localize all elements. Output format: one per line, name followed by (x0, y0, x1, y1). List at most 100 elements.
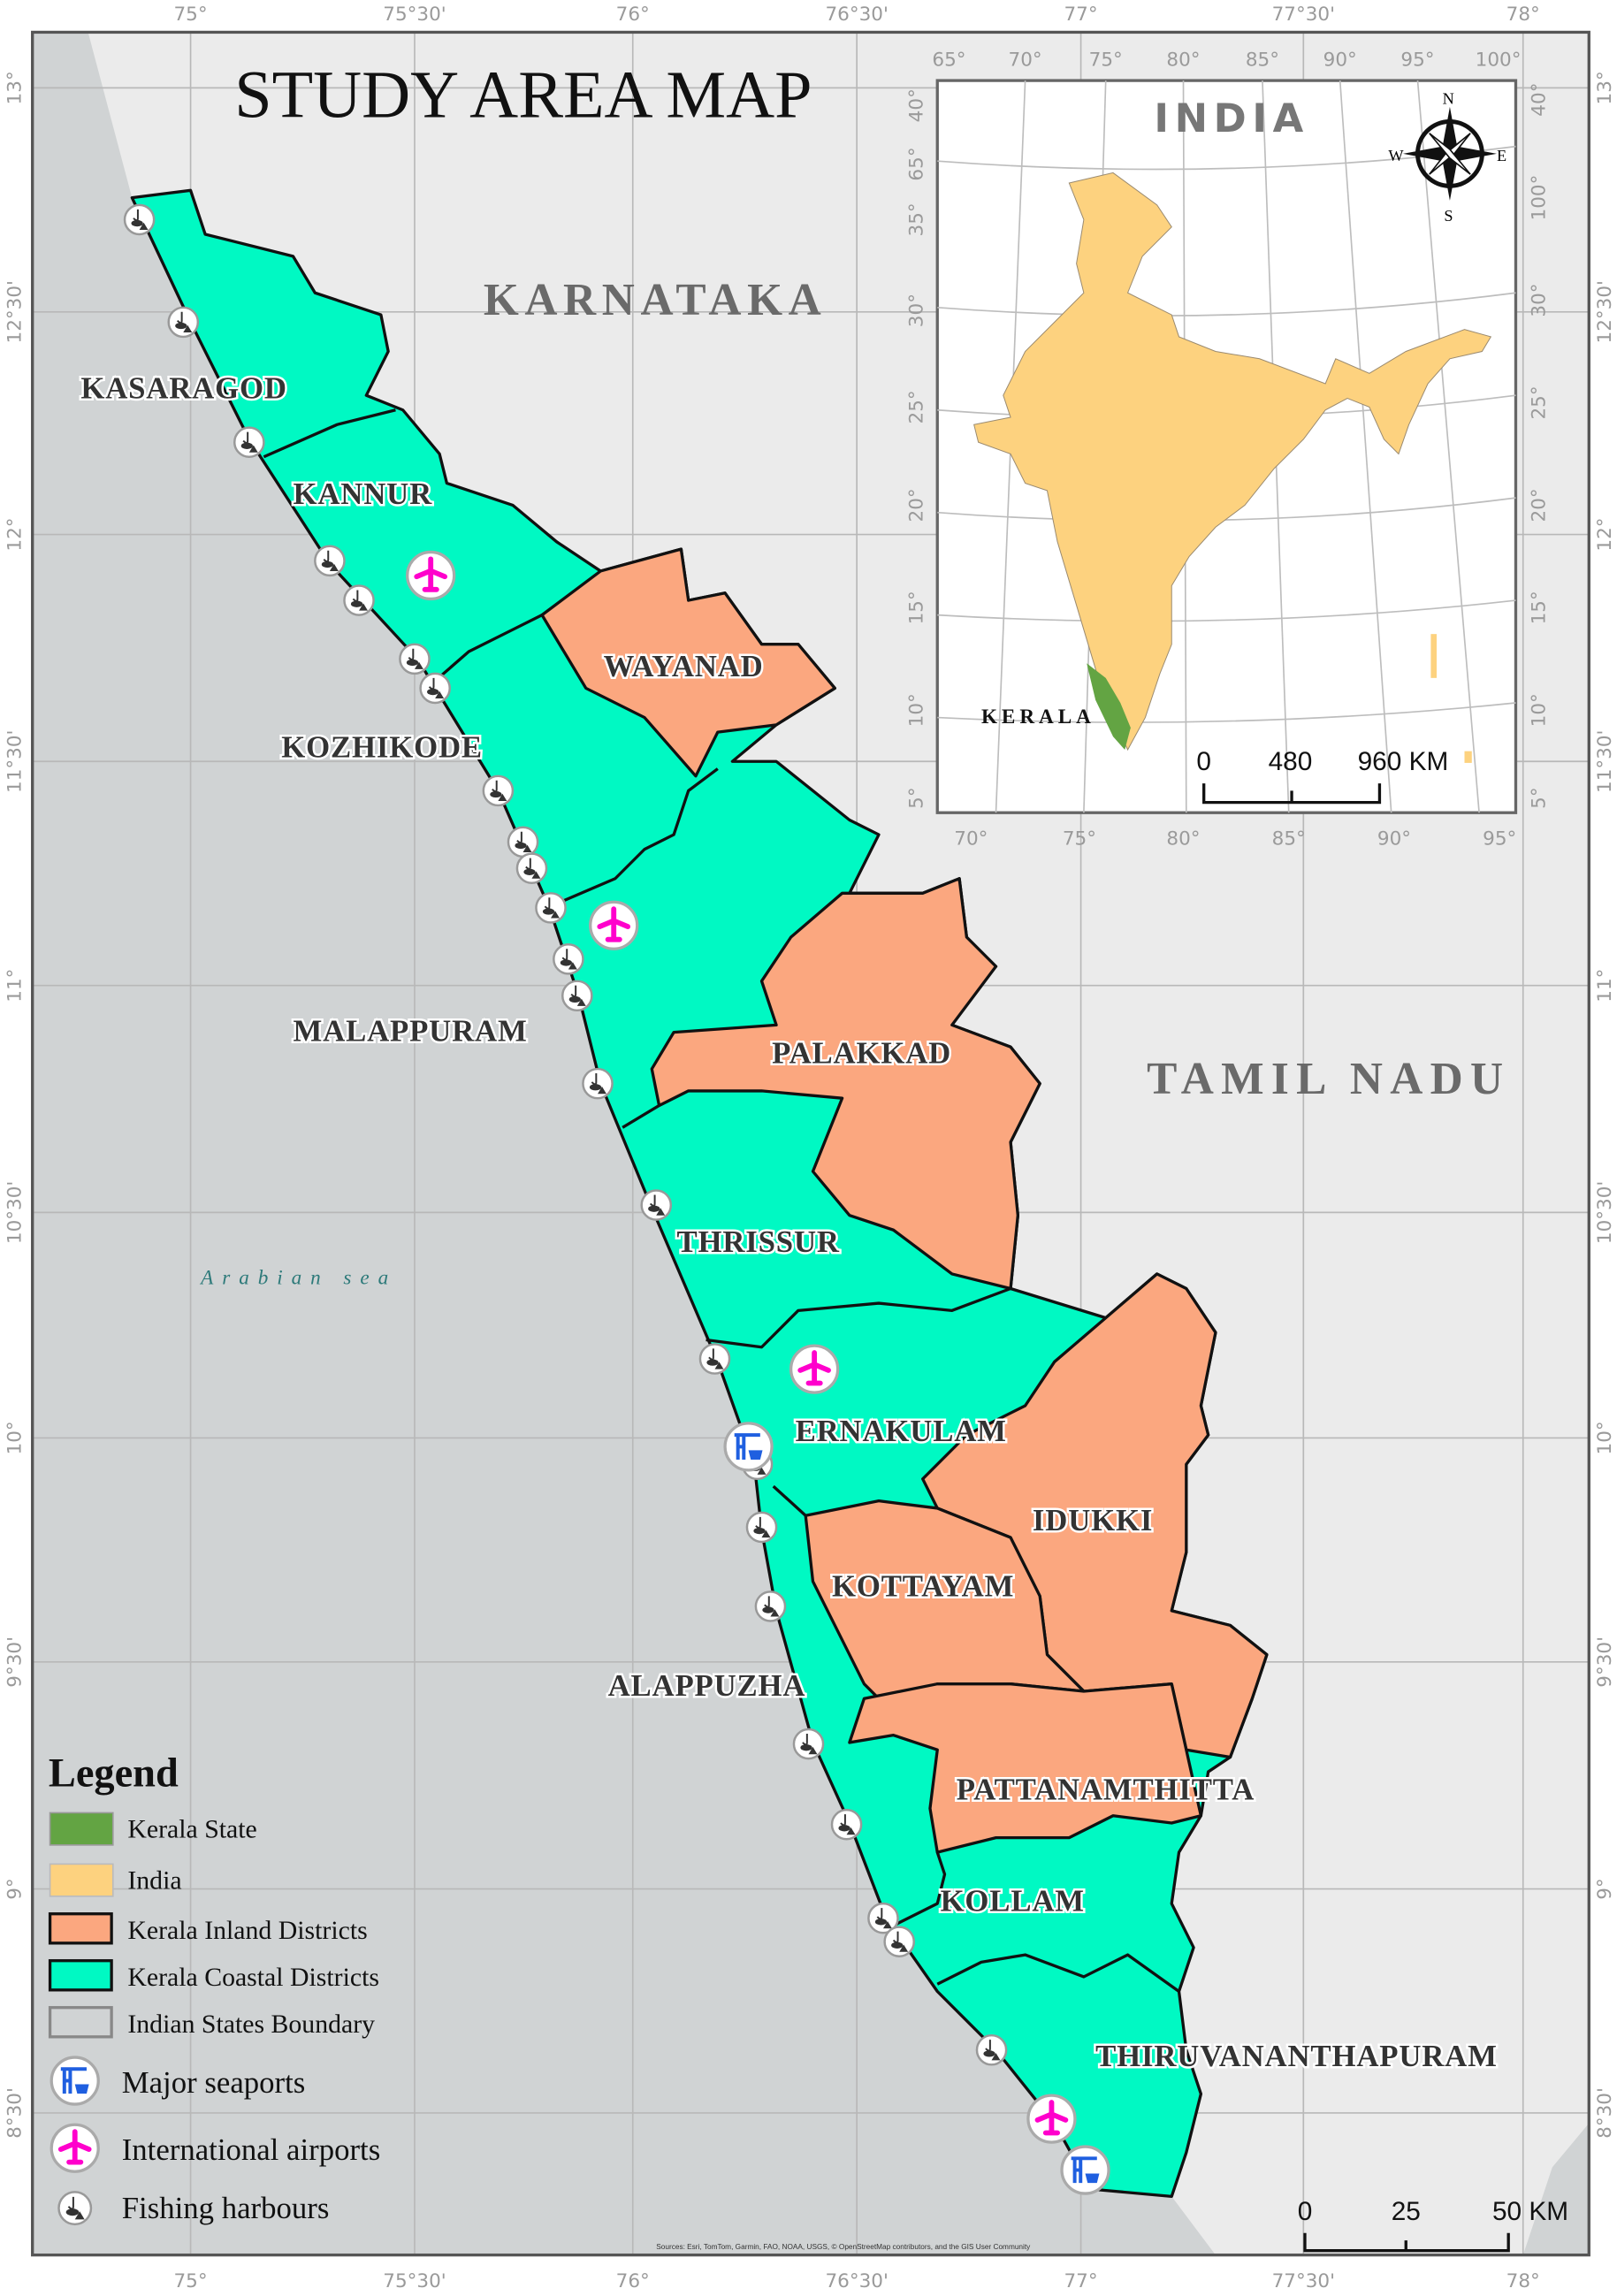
inset-lon-top: 95° (1400, 50, 1434, 72)
lon-label-bottom: 77° (1064, 2270, 1097, 2292)
inset-lat-left: 15° (906, 591, 928, 624)
lat-label-left: 12°30' (4, 280, 26, 343)
inset-lat-left: 10° (906, 693, 928, 727)
district-boundaries (772, 1484, 807, 1517)
inset-lat-left: 5° (906, 787, 928, 808)
fishing-harbour-icon (792, 1728, 825, 1760)
label-pattanamthitta: PATTANAMTHITTA (957, 1773, 1255, 1807)
fishing-harbour-icon (975, 2033, 1008, 2066)
lon-label-top: 75°30' (383, 4, 446, 26)
inset-lat-right: 5° (1529, 787, 1551, 808)
district-boundaries (434, 614, 543, 683)
fishing-harbour-icon (867, 1902, 899, 1934)
label-thrissur: THRISSUR (676, 1224, 839, 1259)
label-malappuram: MALAPPURAM (294, 1014, 528, 1049)
fishing-harbour-icon (745, 1511, 778, 1544)
legend-swatch-boundary (48, 2006, 113, 2039)
label-ernakulam: ERNAKULAM (796, 1414, 1007, 1448)
inset-lat-right: 10° (1529, 693, 1551, 727)
inset-india-shape (973, 172, 1492, 751)
lon-label-bottom: 75°30' (383, 2270, 446, 2292)
lon-label-bottom: 76° (616, 2270, 650, 2292)
inset-lat-left: 40° (906, 88, 928, 122)
compass-icon: N S E W (1388, 90, 1506, 225)
inset-kerala-shape (1087, 663, 1131, 750)
fishing-harbour-icon (399, 643, 431, 675)
lat-label-left: 11°30' (4, 730, 26, 793)
inset-lon-bottom: 80° (1166, 828, 1200, 851)
inset-lon-bottom: 75° (1063, 828, 1096, 851)
label-kottayam: KOTTAYAM (832, 1568, 1014, 1603)
inset-lon-bottom: 70° (954, 828, 988, 851)
label-wayanad: WAYANAD (604, 649, 764, 683)
legend-kerala-state: Kerala State (127, 1815, 256, 1844)
inset-scale-960: 960 KM (1358, 747, 1449, 776)
lat-label-right: 9° (1594, 1878, 1616, 1899)
district-boundaries (706, 1286, 1011, 1349)
airport-icon (589, 900, 639, 950)
fishing-harbour-icon (419, 672, 451, 705)
inset-title: INDIA (1154, 95, 1309, 141)
legend-seaports: Major seaports (122, 2065, 306, 2100)
inset-lat-right: 100° (1529, 175, 1551, 221)
inset-lon-top: 65° (932, 50, 965, 72)
lon-label-top: 77°30' (1272, 4, 1335, 26)
legend-inland: Kerala Inland Districts (127, 1916, 367, 1945)
fishing-harbour-icon (314, 545, 346, 577)
legend-fishing: Fishing harbours (122, 2191, 330, 2225)
airport-icon (1026, 2094, 1077, 2144)
fishing-harbour-icon (233, 426, 265, 458)
fishing-harbour-icon (883, 1926, 915, 1957)
legend: Legend Kerala State India Kerala Inland … (49, 1751, 380, 2226)
inset-lat-left: 25° (906, 390, 928, 423)
lon-label-top: 75° (173, 4, 207, 26)
label-kozhikode: KOZHIKODE (281, 729, 483, 764)
lon-label-bottom: 76°30' (825, 2270, 888, 2292)
inset-scale-bar: 0 480 960 KM (1196, 747, 1449, 805)
label-kollam: KOLLAM (941, 1883, 1085, 1918)
compass-e: E (1497, 147, 1506, 164)
fishing-harbour-icon (535, 892, 567, 924)
scale-bar: 0 25 50 KM (1298, 2197, 1568, 2253)
lat-label-right: 13° (1594, 71, 1616, 104)
fishing-harbour-icon (482, 774, 515, 807)
inset-map-india: INDIA KERALA N S E W 0 480 960 KM 65° 70°… (906, 50, 1551, 851)
district-palakkad (650, 877, 1041, 1291)
lat-label-left: 9°30' (4, 1636, 26, 1688)
map-border (31, 30, 1590, 2257)
legend-title: Legend (49, 1751, 179, 1796)
district-boundaries (263, 408, 396, 459)
inset-lon-top: 75° (1089, 50, 1123, 72)
lat-label-right: 11° (1594, 969, 1616, 1003)
seaport-icon (50, 2056, 100, 2106)
airport-icon (789, 1344, 840, 1394)
kerala-districts (130, 188, 1269, 2199)
lat-label-left: 10°30' (4, 1181, 26, 1244)
lat-label-right: 12°30' (1594, 280, 1616, 343)
lon-label-bottom: 75° (173, 2270, 207, 2292)
lat-label-right: 12° (1594, 517, 1616, 551)
scale-0: 0 (1298, 2197, 1313, 2226)
lon-label-top: 78° (1506, 4, 1540, 26)
lat-label-left: 12° (4, 517, 26, 551)
lat-label-left: 9° (4, 1878, 26, 1899)
lon-label-bottom: 78° (1506, 2270, 1540, 2292)
inset-graticule-labels: 65° 70° 75° 80° 85° 90° 95° 100° 70° 75° 80° 85° 90°… (906, 50, 1551, 851)
district-boundaries (563, 767, 719, 903)
legend-india: India (127, 1866, 181, 1896)
fishing-harbour-icon (123, 203, 156, 236)
lon-label-top: 76°30' (825, 4, 888, 26)
lat-label-left: 10° (4, 1421, 26, 1454)
label-idukki: IDUKKI (1033, 1503, 1153, 1537)
inset-scale-0: 0 (1196, 747, 1211, 776)
legend-airports: International airports (122, 2132, 381, 2167)
label-tamil-nadu: TAMIL NADU (1147, 1054, 1510, 1104)
inset-lon-top: 70° (1009, 50, 1042, 72)
inset-lon-top: 85° (1246, 50, 1279, 72)
legend-swatch-inland (48, 1912, 113, 1945)
fishing-harbour-icon (830, 1808, 863, 1841)
lat-label-left: 8°30' (4, 2087, 26, 2139)
inset-lat-right: 20° (1529, 488, 1551, 522)
inset-kerala-label: KERALA (981, 706, 1095, 728)
fishing-harbour-icon (698, 1343, 731, 1375)
